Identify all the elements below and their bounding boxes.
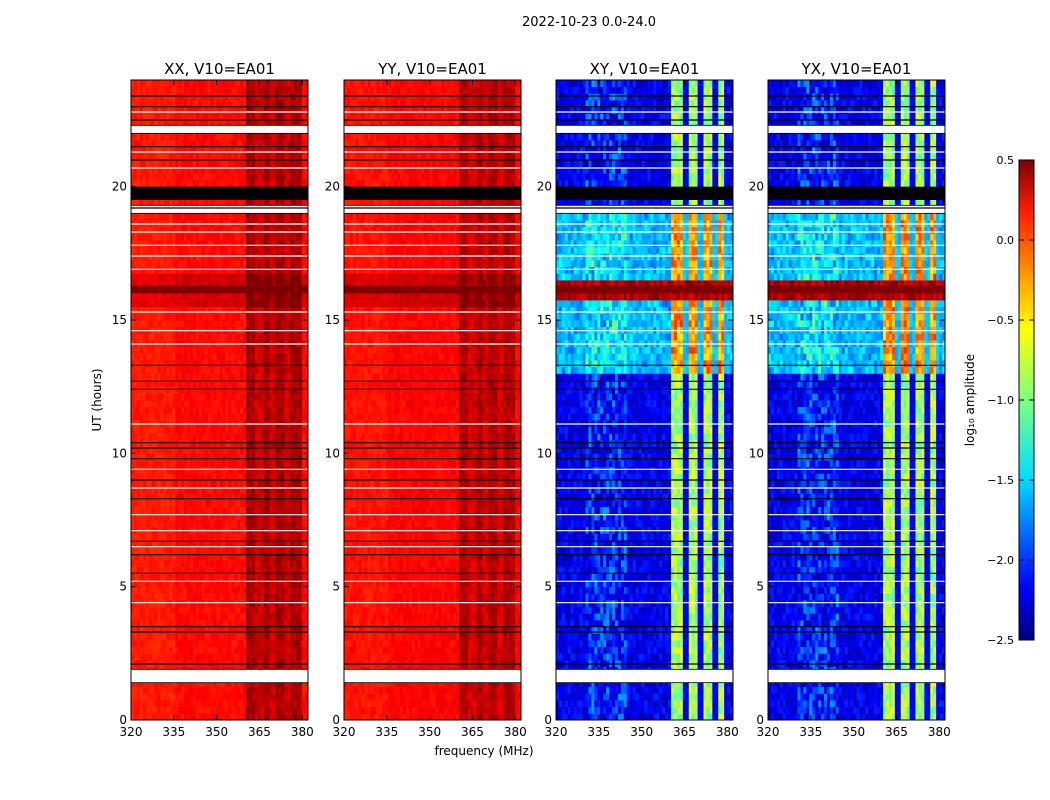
x-tick-label: 335 bbox=[587, 725, 610, 739]
x-tick-label: 365 bbox=[673, 725, 696, 739]
y-tick-label: 5 bbox=[119, 580, 127, 594]
x-tick-label: 320 bbox=[545, 725, 568, 739]
y-tick-label: 10 bbox=[749, 446, 764, 460]
panel-title: XX, V10=EA01 bbox=[164, 60, 275, 78]
y-tick-label: 10 bbox=[537, 446, 552, 460]
colorbar-tick-label: −2.5 bbox=[987, 634, 1014, 647]
x-tick-label: 365 bbox=[885, 725, 908, 739]
panel-title: XY, V10=EA01 bbox=[590, 60, 700, 78]
colorbar-tick-label: −1.0 bbox=[987, 394, 1014, 407]
heatmap-cells bbox=[556, 80, 733, 720]
x-tick-label: 380 bbox=[291, 725, 314, 739]
x-tick-label: 350 bbox=[418, 725, 441, 739]
x-tick-label: 350 bbox=[630, 725, 653, 739]
y-axis-label: UT (hours) bbox=[90, 368, 104, 431]
heatmap-cells bbox=[344, 80, 521, 720]
x-tick-label: 320 bbox=[333, 725, 356, 739]
panel-title: YY, V10=EA01 bbox=[377, 60, 487, 78]
colorbar-tick-label: 0.0 bbox=[997, 234, 1015, 247]
colorbar-tick-label: 0.5 bbox=[997, 154, 1015, 167]
heatmap-cells bbox=[131, 80, 308, 720]
x-tick-label: 350 bbox=[205, 725, 228, 739]
y-tick-label: 5 bbox=[756, 580, 764, 594]
y-tick-label: 0 bbox=[544, 713, 552, 727]
colorbar-label: log₁₀ amplitude bbox=[963, 354, 977, 446]
colorbar-tick-label: −0.5 bbox=[987, 314, 1014, 327]
y-tick-label: 0 bbox=[756, 713, 764, 727]
x-tick-label: 380 bbox=[504, 725, 527, 739]
x-axis-label: frequency (MHz) bbox=[434, 744, 533, 758]
x-tick-label: 365 bbox=[461, 725, 484, 739]
y-tick-label: 20 bbox=[325, 180, 340, 194]
y-tick-label: 5 bbox=[544, 580, 552, 594]
y-tick-label: 5 bbox=[332, 580, 340, 594]
y-tick-label: 10 bbox=[112, 446, 127, 460]
x-tick-label: 335 bbox=[799, 725, 822, 739]
y-tick-label: 15 bbox=[749, 313, 764, 327]
colorbar-tick-label: −2.0 bbox=[987, 554, 1014, 567]
panel-title: YX, V10=EA01 bbox=[801, 60, 912, 78]
x-tick-label: 320 bbox=[120, 725, 143, 739]
y-tick-label: 10 bbox=[325, 446, 340, 460]
y-tick-label: 15 bbox=[325, 313, 340, 327]
x-tick-label: 335 bbox=[162, 725, 185, 739]
colorbar-tick-label: −1.5 bbox=[987, 474, 1014, 487]
panel-4: YX, V10=EA01 320 335 350 365 380 0 5 10 15 20 bbox=[749, 60, 951, 739]
y-tick-label: 20 bbox=[537, 180, 552, 194]
x-tick-label: 365 bbox=[248, 725, 271, 739]
x-tick-label: 380 bbox=[716, 725, 739, 739]
y-tick-label: 0 bbox=[332, 713, 340, 727]
y-tick-label: 0 bbox=[119, 713, 127, 727]
y-tick-label: 20 bbox=[749, 180, 764, 194]
panel-3: XY, V10=EA01 320 335 350 365 380 0 5 10 15 20 bbox=[537, 60, 739, 739]
panel-1: XX, V10=EA01 320 335 350 365 380 0 5 10 15 20 bbox=[112, 60, 314, 739]
panel-2: YY, V10=EA01 320 335 350 365 380 0 5 10 15 20 bbox=[325, 60, 527, 739]
x-tick-label: 350 bbox=[842, 725, 865, 739]
heatmap-cells bbox=[768, 80, 945, 720]
figure-suptitle: 2022-10-23 0.0-24.0 bbox=[522, 15, 656, 30]
y-tick-label: 15 bbox=[537, 313, 552, 327]
y-tick-label: 15 bbox=[112, 313, 127, 327]
x-tick-label: 320 bbox=[757, 725, 780, 739]
y-tick-label: 20 bbox=[112, 180, 127, 194]
x-tick-label: 380 bbox=[928, 725, 951, 739]
colorbar: 0.5 0.0 −0.5 −1.0 −1.5 −2.0 −2.5 log₁₀ amplitu… bbox=[963, 154, 1034, 647]
spectrogram-figure: 2022-10-23 0.0-24.0 XX, V10=EA01 320 335 35… bbox=[0, 0, 1050, 800]
x-tick-label: 335 bbox=[375, 725, 398, 739]
